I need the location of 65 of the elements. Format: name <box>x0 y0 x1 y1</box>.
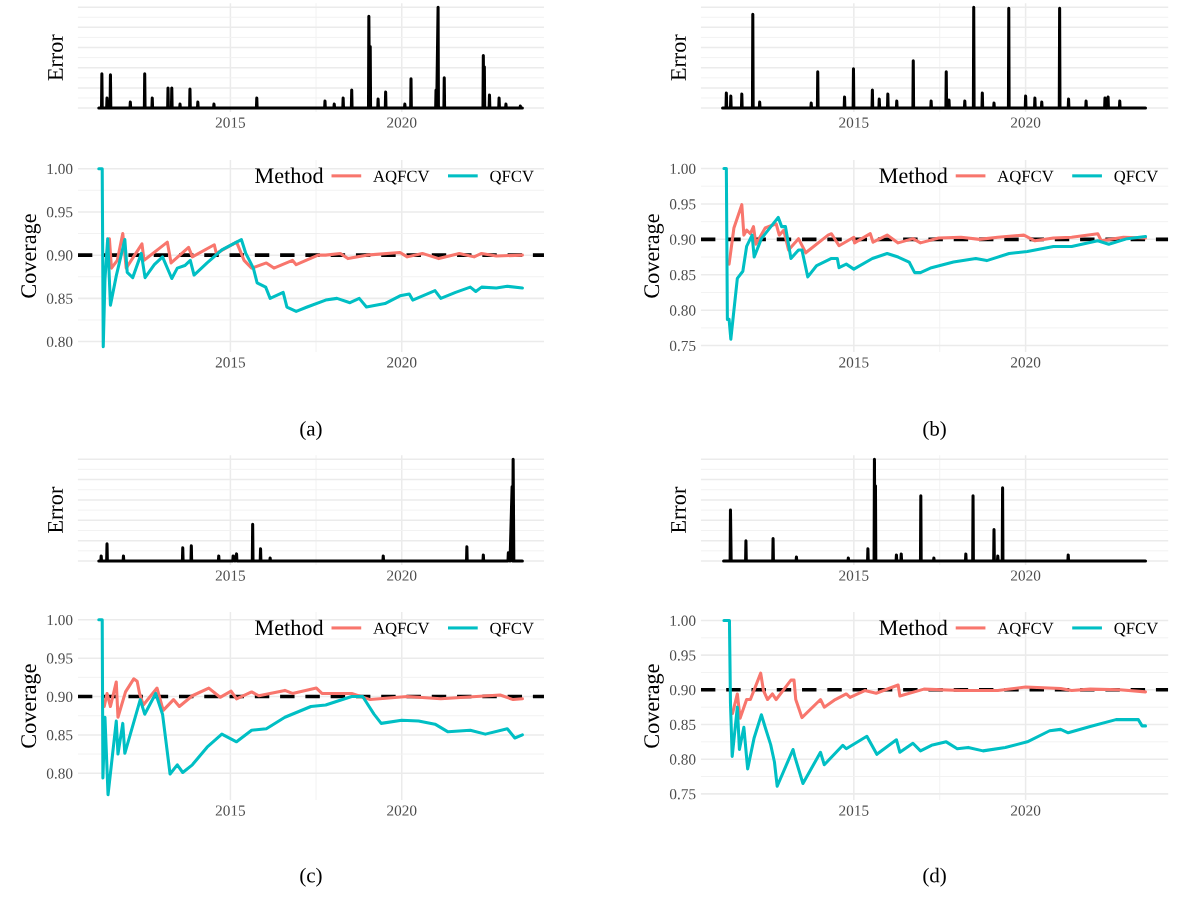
legend-label: AQFCV <box>373 170 430 185</box>
x-tick-label: 2020 <box>1011 357 1041 368</box>
legend-label: QFCV <box>1114 622 1159 637</box>
x-tick-label: 2015 <box>839 117 869 128</box>
legend-label: QFCV <box>490 622 534 637</box>
y-tick-label: 1.00 <box>670 163 696 175</box>
y-axis-title: Error <box>48 34 63 81</box>
line-series <box>102 677 524 719</box>
y-tick-label: 0.90 <box>46 691 73 703</box>
legend-label: QFCV <box>490 170 534 185</box>
y-axis-title: Coverage <box>644 664 664 748</box>
legend-label: QFCV <box>1114 170 1159 185</box>
y-axis-title: Coverage <box>21 214 41 298</box>
y-tick-label: 0.90 <box>669 684 696 696</box>
text: (b) <box>923 421 946 440</box>
y-axis-title: Coverage <box>644 214 664 298</box>
y-axis-title: Error <box>671 486 686 533</box>
x-tick-label: 2015 <box>215 117 246 128</box>
y-tick-label: 1.00 <box>47 614 73 626</box>
line-series <box>727 203 1148 266</box>
legend-title: Method <box>879 619 948 636</box>
y-tick-label: 0.95 <box>46 653 73 664</box>
y-tick-label: 0.80 <box>669 754 696 765</box>
text: (a) <box>300 421 322 440</box>
y-tick-label: 0.95 <box>46 207 73 218</box>
y-tick-label: 0.85 <box>46 730 73 741</box>
x-tick-label: 2020 <box>387 805 417 816</box>
y-tick-label: 0.80 <box>46 336 73 348</box>
y-axis-title: Error <box>48 486 63 533</box>
y-axis-title: Error <box>671 34 686 81</box>
y-tick-label: 0.85 <box>46 293 73 304</box>
legend-title: Method <box>879 167 948 184</box>
x-tick-label: 2015 <box>839 805 869 816</box>
legend-label: AQFCV <box>373 622 430 637</box>
x-tick-label: 2020 <box>1011 117 1041 128</box>
x-tick-label: 2015 <box>215 357 246 368</box>
y-tick-label: 0.90 <box>669 234 696 245</box>
y-tick-label: 0.85 <box>669 269 696 281</box>
x-tick-label: 2020 <box>387 357 417 368</box>
y-tick-label: 0.75 <box>669 789 696 800</box>
y-tick-label: 1.00 <box>670 615 696 626</box>
text: (d) <box>923 867 946 887</box>
y-tick-label: 0.85 <box>669 719 696 731</box>
x-tick-label: 2015 <box>839 570 869 581</box>
y-tick-label: 0.95 <box>669 650 696 661</box>
legend-label: AQFCV <box>997 170 1054 185</box>
x-tick-label: 2020 <box>1011 805 1041 816</box>
legend-title: Method <box>255 619 324 636</box>
y-tick-label: 0.90 <box>46 250 73 261</box>
x-tick-label: 2020 <box>1011 570 1041 581</box>
y-tick-label: 0.80 <box>669 305 696 316</box>
x-tick-label: 2020 <box>387 570 417 581</box>
y-axis-title: Coverage <box>21 664 41 748</box>
y-tick-label: 0.75 <box>669 340 696 352</box>
legend-label: AQFCV <box>997 622 1054 637</box>
x-tick-label: 2020 <box>387 117 417 128</box>
line-series <box>731 671 1148 720</box>
x-tick-label: 2015 <box>839 357 869 368</box>
legend-title: Method <box>255 167 324 184</box>
y-tick-label: 0.80 <box>46 768 73 779</box>
y-tick-label: 1.00 <box>47 163 73 175</box>
text: (c) <box>300 867 322 887</box>
x-tick-label: 2015 <box>215 570 246 581</box>
x-tick-label: 2015 <box>215 805 246 816</box>
y-tick-label: 0.95 <box>669 199 696 210</box>
